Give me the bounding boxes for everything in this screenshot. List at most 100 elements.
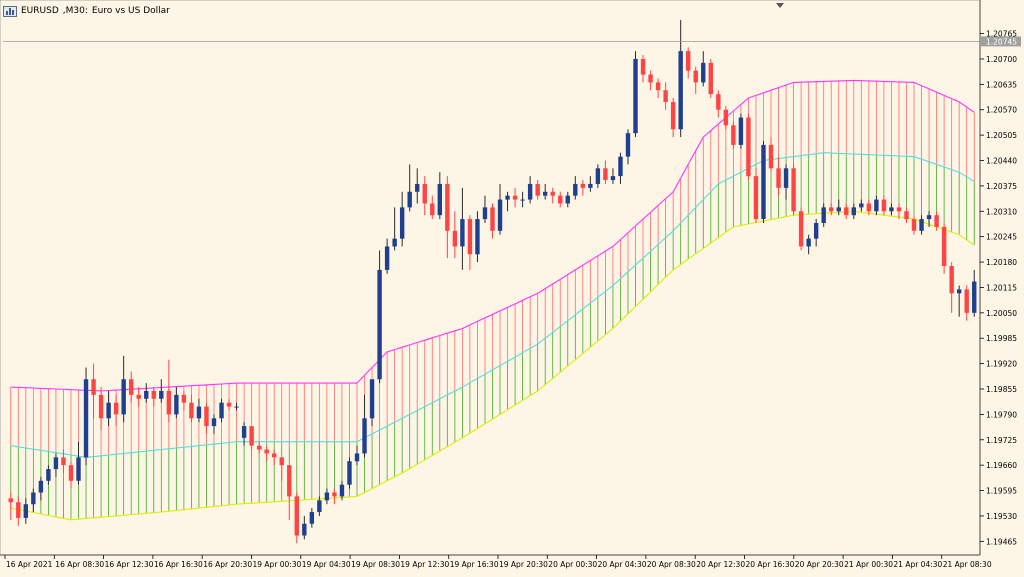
candle-body[interactable]	[226, 402, 232, 407]
candle-body[interactable]	[460, 219, 465, 247]
candle-body[interactable]	[663, 90, 668, 102]
candle-body[interactable]	[738, 117, 744, 145]
candle-body[interactable]	[716, 94, 721, 110]
candle-body[interactable]	[422, 183, 427, 204]
candle-body[interactable]	[723, 109, 729, 126]
candle-body[interactable]	[83, 379, 89, 458]
candle-body[interactable]	[580, 183, 586, 188]
candle-body[interactable]	[874, 199, 879, 212]
candle-body[interactable]	[776, 168, 781, 188]
candle-body[interactable]	[189, 402, 194, 419]
candle-body[interactable]	[399, 207, 405, 239]
candle-body[interactable]	[618, 156, 623, 177]
candle-body[interactable]	[640, 58, 646, 75]
candle-body[interactable]	[46, 469, 51, 481]
candle-body[interactable]	[407, 191, 412, 208]
candle-body[interactable]	[249, 426, 254, 446]
candle-body[interactable]	[219, 402, 224, 419]
candle-body[interactable]	[302, 523, 307, 536]
candle-body[interactable]	[655, 82, 661, 91]
candle-body[interactable]	[279, 457, 284, 466]
candle-body[interactable]	[926, 215, 932, 220]
candle-body[interactable]	[941, 226, 947, 266]
candle-body[interactable]	[159, 390, 164, 399]
candle-body[interactable]	[324, 492, 330, 501]
candle-body[interactable]	[964, 289, 969, 313]
candle-body[interactable]	[354, 453, 360, 462]
candle-body[interactable]	[76, 457, 81, 481]
candle-body[interactable]	[603, 168, 608, 181]
candle-body[interactable]	[956, 289, 962, 294]
candle-body[interactable]	[332, 492, 337, 497]
candle-body[interactable]	[753, 176, 759, 220]
candle-body[interactable]	[482, 207, 488, 220]
candle-body[interactable]	[174, 394, 179, 415]
candle-body[interactable]	[98, 394, 104, 419]
candle-body[interactable]	[490, 207, 495, 231]
candle-body[interactable]	[113, 402, 119, 415]
candle-body[interactable]	[542, 191, 548, 196]
candle-body[interactable]	[121, 379, 126, 415]
candle-body[interactable]	[505, 195, 510, 200]
candle-body[interactable]	[573, 183, 578, 196]
candle-body[interactable]	[181, 394, 187, 403]
candle-body[interactable]	[527, 183, 533, 200]
candle-body[interactable]	[347, 461, 352, 485]
candle-body[interactable]	[889, 207, 894, 212]
candle-body[interactable]	[535, 183, 540, 196]
candle-body[interactable]	[813, 223, 819, 239]
candle-body[interactable]	[896, 207, 902, 212]
candle-body[interactable]	[512, 195, 518, 200]
candle-body[interactable]	[166, 390, 172, 415]
candle-body[interactable]	[106, 402, 111, 419]
candle-body[interactable]	[972, 281, 977, 313]
candle-body[interactable]	[8, 498, 13, 503]
candle-body[interactable]	[783, 168, 789, 188]
candle-body[interactable]	[798, 211, 804, 247]
candle-body[interactable]	[670, 101, 676, 130]
candle-body[interactable]	[272, 453, 277, 458]
candle-body[interactable]	[369, 379, 375, 419]
candle-body[interactable]	[392, 238, 397, 247]
candle-body[interactable]	[934, 215, 939, 227]
candle-body[interactable]	[904, 211, 909, 220]
candle-body[interactable]	[693, 70, 698, 83]
candle-body[interactable]	[91, 379, 96, 395]
candle-body[interactable]	[445, 183, 450, 231]
candle-body[interactable]	[362, 418, 367, 454]
candle-body[interactable]	[128, 379, 134, 395]
candle-body[interactable]	[836, 207, 841, 212]
candle-body[interactable]	[919, 219, 924, 231]
candle-body[interactable]	[211, 418, 217, 427]
candle-body[interactable]	[204, 406, 209, 427]
candle-body[interactable]	[234, 406, 239, 408]
candle-body[interactable]	[701, 62, 706, 83]
candle-body[interactable]	[911, 219, 917, 231]
candle-body[interactable]	[520, 199, 525, 201]
candle-body[interactable]	[791, 168, 796, 212]
candle-body[interactable]	[317, 500, 322, 513]
candle-body[interactable]	[136, 394, 141, 399]
candle-body[interactable]	[38, 480, 44, 493]
candle-body[interactable]	[588, 183, 593, 188]
candle-body[interactable]	[467, 219, 473, 255]
candle-body[interactable]	[241, 426, 247, 438]
candle-body[interactable]	[595, 168, 601, 184]
candle-body[interactable]	[437, 183, 443, 216]
candle-body[interactable]	[264, 449, 269, 454]
candle-body[interactable]	[309, 512, 315, 524]
candle-body[interactable]	[625, 133, 631, 157]
candle-body[interactable]	[821, 207, 826, 224]
candle-body[interactable]	[851, 207, 857, 216]
candle-body[interactable]	[287, 465, 292, 497]
candle-body[interactable]	[844, 207, 849, 216]
candle-body[interactable]	[648, 74, 653, 83]
candle-body[interactable]	[53, 457, 59, 470]
shift-marker-icon[interactable]	[776, 3, 784, 8]
candle-body[interactable]	[859, 203, 864, 208]
candle-body[interactable]	[68, 465, 74, 481]
candle-body[interactable]	[829, 207, 834, 212]
candle-body[interactable]	[558, 195, 563, 204]
chart-window-icon[interactable]	[3, 5, 17, 17]
